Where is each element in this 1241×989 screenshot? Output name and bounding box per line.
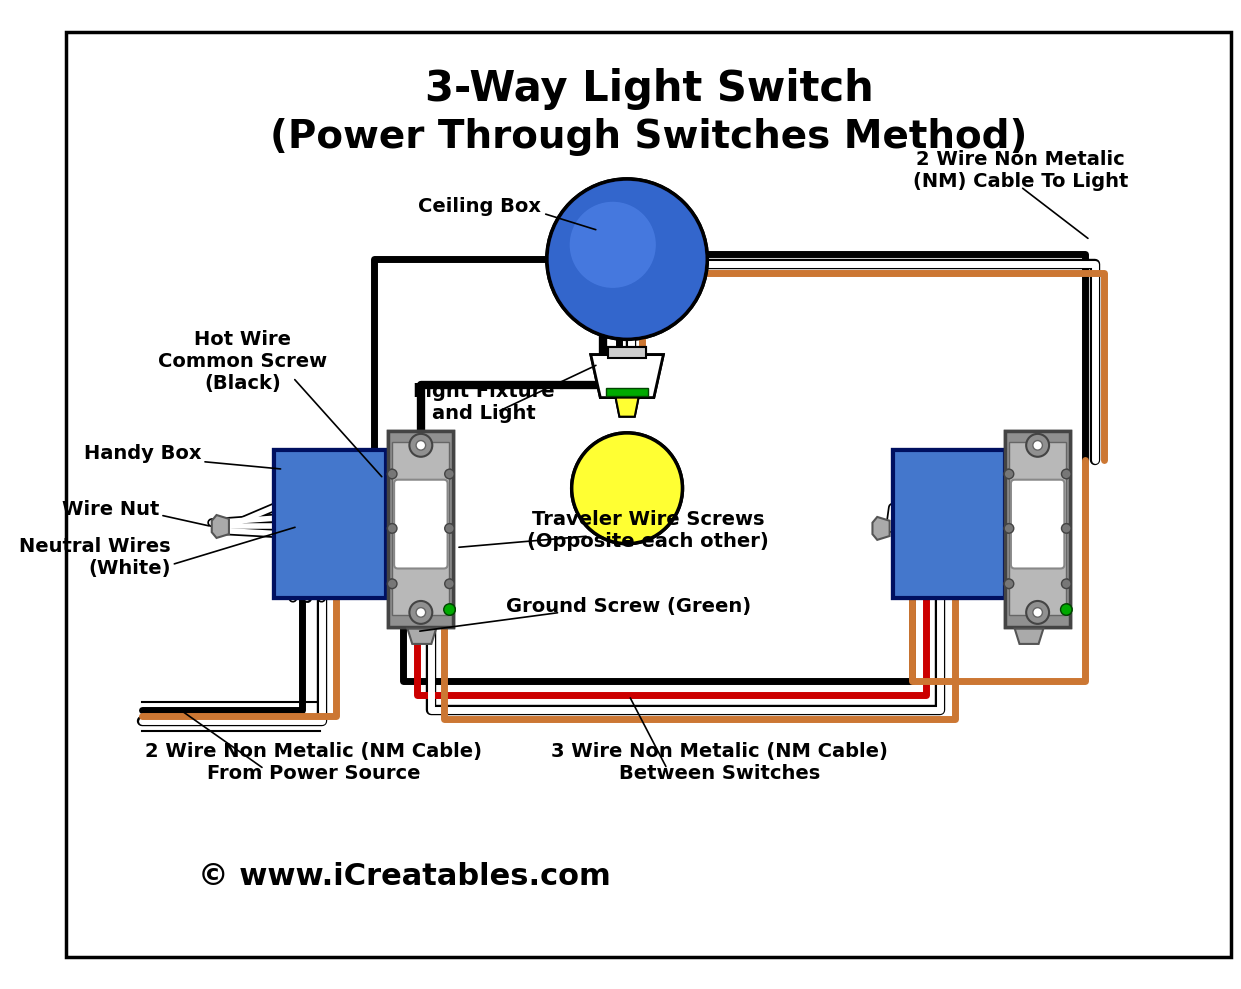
Circle shape [1026,601,1049,624]
Bar [1009,442,1066,615]
Circle shape [416,607,426,617]
Circle shape [1033,607,1042,617]
Text: 3-Way Light Switch: 3-Way Light Switch [424,68,874,110]
Circle shape [572,433,683,544]
Circle shape [444,604,455,615]
Circle shape [1004,523,1014,533]
Circle shape [387,579,397,588]
Bar [1005,431,1070,627]
Circle shape [387,523,397,533]
Circle shape [1061,469,1071,479]
Circle shape [387,469,397,479]
Circle shape [1061,523,1071,533]
Polygon shape [212,515,228,538]
Circle shape [387,579,397,588]
Circle shape [444,469,454,479]
Text: Wire Nut: Wire Nut [62,499,159,519]
Circle shape [1004,523,1014,533]
Bar [1005,431,1070,627]
Circle shape [1033,440,1042,450]
Circle shape [444,469,454,479]
Circle shape [1004,579,1014,588]
FancyBboxPatch shape [1011,480,1065,569]
Circle shape [1033,440,1042,450]
Circle shape [410,601,432,624]
Polygon shape [616,398,639,416]
Bar [274,450,386,598]
Circle shape [444,579,454,588]
Circle shape [1061,604,1072,615]
Circle shape [444,604,455,615]
Bar [606,388,648,396]
Circle shape [444,523,454,533]
Circle shape [410,434,432,457]
Circle shape [1004,469,1014,479]
Bar [1009,442,1066,615]
FancyBboxPatch shape [395,480,448,569]
Text: 2 Wire Non Metalic (NM Cable)
From Power Source: 2 Wire Non Metalic (NM Cable) From Power… [145,742,483,783]
Circle shape [1026,434,1049,457]
Circle shape [566,198,660,292]
Circle shape [549,181,705,337]
Bar [392,442,449,615]
Bar [892,450,1005,598]
Circle shape [570,202,655,288]
Circle shape [1004,469,1014,479]
Bar [274,450,386,598]
Bar [608,347,647,358]
Circle shape [1004,579,1014,588]
Polygon shape [872,517,890,540]
Text: © www.iCreatables.com: © www.iCreatables.com [199,862,611,891]
Circle shape [410,601,432,624]
Circle shape [547,179,707,339]
Polygon shape [591,355,664,398]
Text: Ground Screw (Green): Ground Screw (Green) [506,597,752,616]
Bar [608,347,647,358]
Text: Hot Wire
Common Screw
(Black): Hot Wire Common Screw (Black) [158,329,326,393]
Circle shape [444,523,454,533]
Text: (Power Through Switches Method): (Power Through Switches Method) [271,118,1028,156]
Circle shape [416,607,426,617]
Bar [392,442,449,615]
Circle shape [1061,523,1071,533]
Circle shape [410,434,432,457]
Bar [892,450,1005,598]
Polygon shape [616,398,639,416]
Text: Light Fixture
and Light: Light Fixture and Light [413,382,555,423]
FancyBboxPatch shape [395,480,448,569]
Circle shape [549,181,705,337]
Circle shape [1061,604,1072,615]
Bar [388,431,453,627]
Polygon shape [1015,629,1044,644]
Circle shape [1061,469,1071,479]
Circle shape [1061,579,1071,588]
Circle shape [1026,434,1049,457]
Text: 3 Wire Non Metalic (NM Cable)
Between Switches: 3 Wire Non Metalic (NM Cable) Between Sw… [551,742,889,783]
Circle shape [387,523,397,533]
Circle shape [444,579,454,588]
Circle shape [1026,601,1049,624]
Text: Traveler Wire Screws
(Opposite each other): Traveler Wire Screws (Opposite each othe… [527,509,769,551]
Text: Handy Box: Handy Box [83,444,201,464]
Polygon shape [591,355,664,398]
Circle shape [572,433,683,544]
Circle shape [416,440,426,450]
Circle shape [1061,579,1071,588]
Bar [606,388,648,396]
Text: 2 Wire Non Metalic
(NM) Cable To Light: 2 Wire Non Metalic (NM) Cable To Light [913,150,1128,191]
Polygon shape [407,629,436,644]
Circle shape [547,179,707,339]
Circle shape [1033,607,1042,617]
Text: Ceiling Box: Ceiling Box [418,197,541,217]
Circle shape [416,440,426,450]
Circle shape [387,469,397,479]
Text: Neutral Wires
(White): Neutral Wires (White) [19,537,171,578]
Bar [388,431,453,627]
FancyBboxPatch shape [1011,480,1065,569]
